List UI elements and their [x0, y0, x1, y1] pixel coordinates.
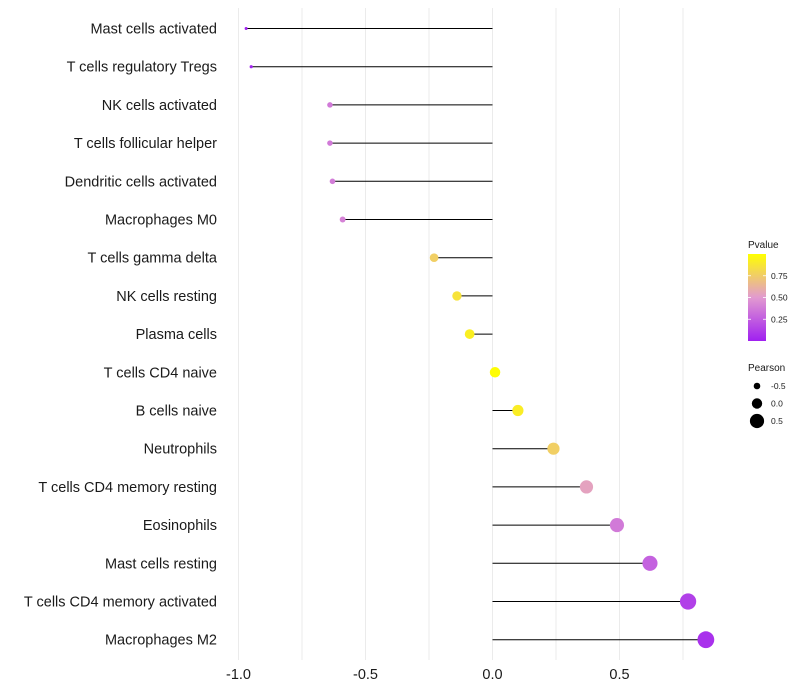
legend: Pvalue 0.75 0.50 0.25 Pearson -0.5 0.0 0.5: [748, 240, 788, 429]
category-label: T cells CD4 memory resting: [38, 480, 217, 496]
category-label: B cells naive: [136, 404, 217, 420]
size-legend-dot: [753, 382, 761, 390]
category-label: T cells CD4 naive: [104, 365, 217, 381]
lollipop-point: [697, 631, 715, 649]
color-legend-tick-label: 0.50: [771, 293, 788, 303]
category-label: T cells follicular helper: [74, 136, 217, 152]
lollipop-point: [547, 442, 560, 455]
lollipop-point: [452, 291, 462, 301]
color-legend-tick-label: 0.75: [771, 271, 788, 281]
category-label: NK cells activated: [102, 98, 217, 114]
category-labels: Mast cells activated T cells regulatory T…: [24, 22, 218, 649]
lollipop-point: [329, 178, 336, 185]
lollipop-point: [489, 367, 501, 378]
lollipop-point: [512, 404, 524, 417]
category-label: T cells gamma delta: [88, 251, 218, 267]
category-label: Dendritic cells activated: [65, 174, 217, 190]
data-layer: [244, 26, 715, 649]
color-legend-tick-label: 0.25: [771, 314, 788, 324]
x-tick-label: 0.0: [482, 667, 502, 683]
size-legend-label: 0.0: [771, 399, 783, 409]
x-axis-ticks: -1.0 -0.5 0.0 0.5: [226, 667, 630, 683]
lollipop-point: [642, 555, 658, 571]
category-label: NK cells resting: [116, 289, 217, 305]
size-legend-dot: [751, 398, 763, 409]
category-label: Macrophages M0: [105, 213, 217, 229]
lollipop-point: [464, 329, 475, 339]
lollipop-point: [339, 216, 346, 223]
category-label: Eosinophils: [143, 518, 217, 534]
size-legend-title: Pearson: [748, 363, 785, 374]
category-label: Macrophages M2: [105, 633, 217, 649]
size-legend-items: -0.5 0.0 0.5: [749, 381, 786, 429]
size-legend-label: -0.5: [771, 381, 786, 391]
lollipop-point: [327, 140, 333, 146]
lollipop-point: [609, 518, 625, 533]
lollipop-point: [429, 253, 439, 263]
x-tick-label: -1.0: [226, 667, 251, 683]
grid-lines: [238, 8, 684, 660]
lollipop-point: [327, 102, 333, 108]
color-legend-ticks: 0.75 0.50 0.25: [748, 271, 788, 324]
category-label: Mast cells resting: [105, 556, 217, 572]
size-legend-label: 0.5: [771, 416, 783, 426]
x-tick-label: -0.5: [353, 667, 378, 683]
lollipop-point: [244, 26, 248, 31]
lollipop-point: [579, 480, 594, 494]
category-label: Mast cells activated: [90, 22, 217, 38]
category-label: T cells regulatory Tregs: [67, 60, 217, 76]
color-legend-title: Pvalue: [748, 240, 779, 251]
category-label: Plasma cells: [136, 327, 217, 343]
lollipop-point: [249, 65, 253, 69]
x-tick-label: 0.5: [609, 667, 629, 683]
size-legend-dot: [749, 413, 765, 429]
category-label: T cells CD4 memory activated: [24, 595, 217, 611]
category-label: Neutrophils: [144, 442, 217, 458]
color-legend-bar: [748, 254, 766, 341]
lollipop-point: [679, 593, 697, 610]
